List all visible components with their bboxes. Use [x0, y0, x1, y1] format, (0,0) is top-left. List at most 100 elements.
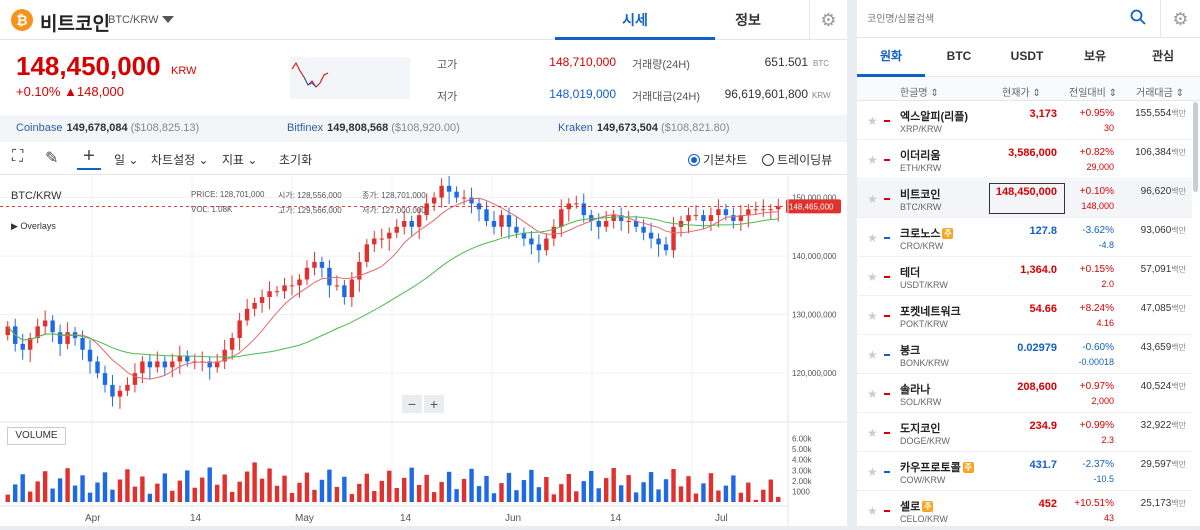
candle-body [327, 267, 332, 286]
market-row[interactable]: ★ 이더리움 ETH/KRW 3,586,000 +0.82% 29,000 106,384… [857, 141, 1192, 179]
volume-bar [746, 482, 751, 502]
y-tick-label: 120,000,000 [792, 369, 837, 378]
search-input[interactable] [867, 8, 1127, 30]
coin-price: 0.02979 [1017, 342, 1057, 354]
candle-body [229, 338, 235, 350]
star-icon[interactable]: ★ [867, 426, 878, 440]
crosshair-icon[interactable]: + [77, 145, 101, 170]
coin-volume-value: 155,554 [1135, 108, 1172, 119]
volume-bar [192, 487, 197, 502]
coin-volume-unit: 백만 [1171, 499, 1186, 508]
y-tick-label: 150,000,000 [792, 194, 837, 203]
col-change[interactable]: 전일대비 ⇕ [1069, 88, 1117, 99]
candle-body [5, 326, 10, 336]
coin-volume: 57,091백만 [1141, 264, 1186, 275]
gear-icon[interactable]: ⚙ [809, 0, 847, 40]
coin-change-pct: -0.60% [1082, 342, 1114, 353]
ohlc-label: 시가: [278, 191, 295, 200]
star-icon[interactable]: ★ [867, 270, 878, 284]
market-scrollbar[interactable] [1193, 102, 1198, 192]
star-icon[interactable]: ★ [867, 387, 878, 401]
coin-volume: 96,620백만 [1141, 186, 1186, 197]
col-price[interactable]: 현재가 ⇕ [1002, 88, 1041, 99]
candle-body [746, 209, 751, 216]
market-row[interactable]: ★ 셀로 주 CELO/KRW 452 +10.51% 43 25,173백만 [857, 492, 1192, 530]
volume-bar [57, 478, 63, 502]
star-icon[interactable]: ★ [867, 153, 878, 167]
coin-name: 카우프로토콜 주 [900, 459, 974, 475]
star-icon[interactable]: ★ [867, 309, 878, 323]
star-icon[interactable]: ★ [867, 192, 878, 206]
candle-body [244, 308, 250, 321]
search-icon[interactable] [1130, 9, 1146, 25]
trend-bar-icon [884, 159, 890, 161]
ma-long-line [7, 216, 779, 358]
pen-icon[interactable]: ✎ [45, 150, 59, 167]
zoom-out-button[interactable]: − [402, 395, 422, 413]
exchange-coinbase: Coinbase 149,678,084 ($108,825.13) [16, 122, 199, 134]
candle-body [379, 238, 384, 240]
star-icon[interactable]: ★ [867, 231, 878, 245]
price-chart[interactable]: 150,000,000 140,000,000 130,000,000 120,000… [0, 176, 847, 526]
candle-body [304, 267, 310, 280]
volume-bar [431, 492, 437, 502]
coin-volume: 25,173백만 [1141, 498, 1186, 509]
basic-chart-radio[interactable]: 기본차트 [688, 151, 747, 168]
candle-body [761, 209, 766, 211]
tradingview-radio[interactable]: 트레이딩뷰 [762, 151, 832, 168]
chart-settings-button[interactable]: 차트설정 ⌄ [151, 153, 209, 167]
candle-body [671, 226, 676, 251]
tab-holdings[interactable]: 보유 [1083, 49, 1107, 63]
star-icon[interactable]: ★ [867, 114, 878, 128]
star-icon[interactable]: ★ [867, 348, 878, 362]
market-row[interactable]: ★ 비트코인 BTC/KRW 148,450,000 +0.10% 148,000 96,6… [857, 180, 1192, 218]
tab-usdt[interactable]: USDT [1010, 49, 1044, 63]
tab-favorites[interactable]: 관심 [1151, 49, 1175, 63]
interval-select[interactable]: 일 ⌄ [114, 153, 139, 167]
current-price-tag-label: 148,465,000 [789, 202, 834, 211]
coin-price: 127.8 [1029, 225, 1057, 237]
overlays-toggle[interactable]: ▶ Overlays [11, 221, 56, 231]
tab-krw[interactable]: 원화 [857, 38, 925, 77]
market-row[interactable]: ★ 테더 USDT/KRW 1,364.0 +0.15% 2.0 57,091백만 [857, 258, 1192, 296]
volume-bar [469, 468, 474, 502]
coin-volume-value: 43,659 [1140, 342, 1172, 353]
zoom-in-button[interactable]: + [424, 395, 444, 413]
col-name[interactable]: 한글명 ⇕ [900, 88, 939, 99]
volume-bar [95, 482, 100, 502]
col-volume[interactable]: 거래대금 ⇕ [1136, 88, 1184, 99]
candle-body [207, 361, 212, 368]
tab-quote[interactable]: 시세 [555, 0, 715, 40]
market-row[interactable]: ★ 엑스알피(리플) XRP/KRW 3,173 +0.95% 30 155,554백만 [857, 102, 1192, 140]
market-row[interactable]: ★ 카우프로토콜 주 COW/KRW 431.7 -2.37% -10.5 29,597백만 [857, 453, 1192, 491]
exchange-name: Coinbase [16, 122, 63, 134]
interval-label: 일 [114, 153, 126, 167]
coin-dropdown-caret-icon[interactable] [162, 16, 174, 23]
indicators-button[interactable]: 지표 ⌄ [222, 153, 258, 167]
coin-name-text: 테더 [900, 267, 921, 279]
volume-bar [454, 489, 459, 502]
market-row[interactable]: ★ 봉크 BONK/KRW 0.02979 -0.60% -0.00018 43,659백만 [857, 336, 1192, 374]
coin-change-value: 30 [1103, 123, 1114, 133]
coin-pair: BTC/KRW [108, 14, 159, 26]
coin-name-text: 이더리움 [900, 150, 941, 162]
exchange-value: 149,678,084 [66, 122, 128, 134]
star-icon[interactable]: ★ [867, 465, 878, 479]
reset-button[interactable]: 초기화 [279, 153, 313, 167]
coin-name-text: 카우프로토콜 [900, 462, 961, 474]
market-row[interactable]: ★ 솔라나 SOL/KRW 208,600 +0.97% 2,000 40,524백만 [857, 375, 1192, 413]
ohlc-low: 저가: 127,000,000 [362, 205, 426, 216]
market-row[interactable]: ★ 포켓네트워크 POKT/KRW 54.66 +8.24% 4.16 47,085백만 [857, 297, 1192, 335]
star-icon[interactable]: ★ [867, 504, 878, 518]
fullscreen-icon[interactable]: ⛶ [12, 148, 24, 165]
coin-header: ₿ 비트코인 BTC/KRW 시세 정보 ⚙ [0, 0, 847, 40]
market-gear-icon[interactable]: ⚙ [1160, 0, 1200, 38]
market-row[interactable]: ★ 크로노스 주 CRO/KRW 127.8 -3.62% -4.8 93,060백만 [857, 219, 1192, 257]
candle-body [416, 215, 422, 227]
amount24-unit: KRW [812, 91, 831, 100]
coin-name-text: 크로노스 [900, 228, 941, 240]
tab-btc[interactable]: BTC [946, 49, 972, 63]
sparkline-down [303, 76, 317, 88]
market-row[interactable]: ★ 도지코인 DOGE/KRW 234.9 +0.99% 2.3 32,922백만 [857, 414, 1192, 452]
tab-info[interactable]: 정보 [668, 0, 828, 40]
